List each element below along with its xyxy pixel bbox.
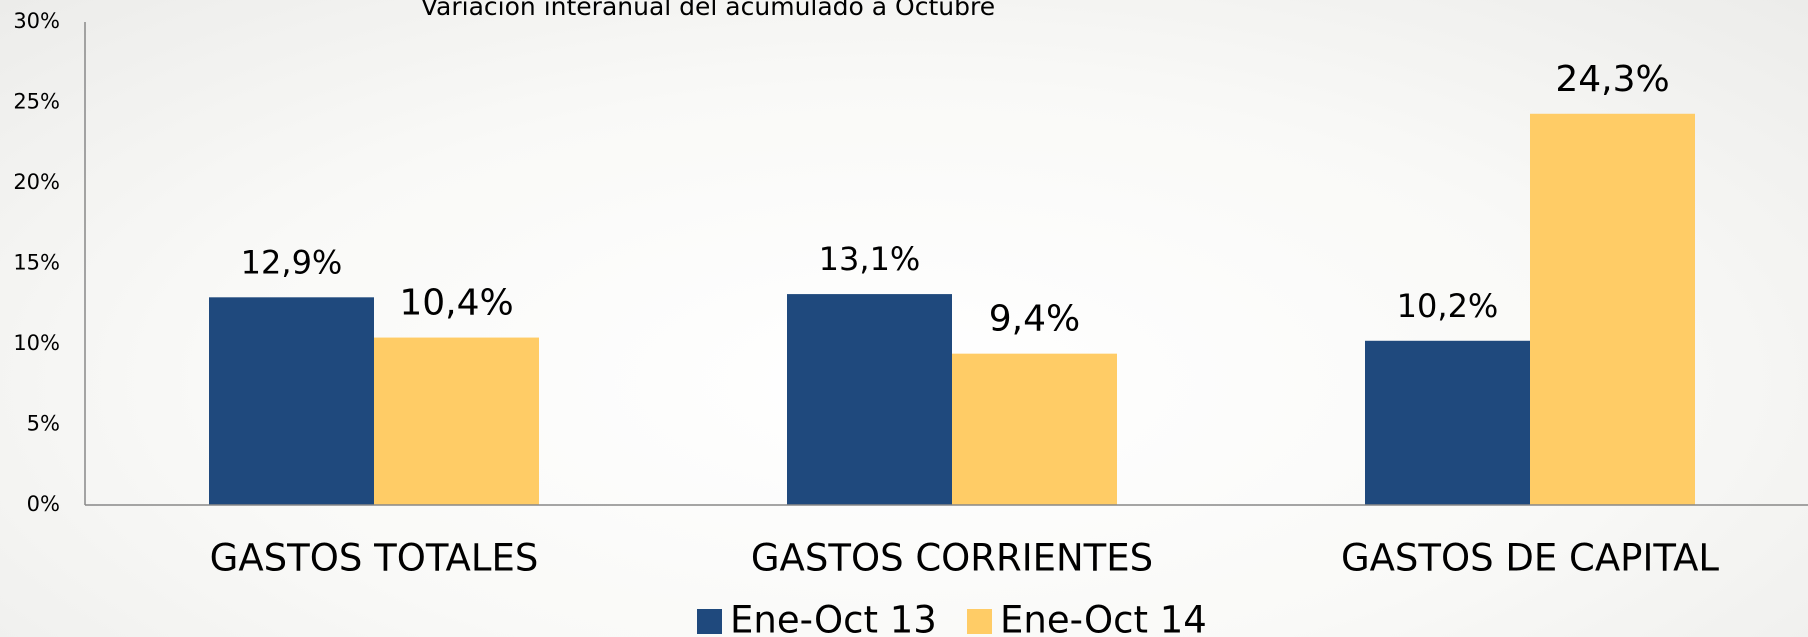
value-label: 10,4% [399, 283, 513, 324]
y-tick-label: 15% [13, 251, 60, 275]
chart-title: Variación interanual del acumulado a Oct… [421, 0, 995, 21]
bar [952, 353, 1117, 505]
bar [1530, 113, 1695, 506]
y-tick-label: 30% [13, 9, 60, 33]
x-tick-label: GASTOS TOTALES [210, 537, 539, 580]
x-tick-label: GASTOS CORRIENTES [751, 537, 1153, 580]
legend-label: Ene-Oct 13 [730, 599, 937, 637]
value-label: 13,1% [819, 240, 921, 278]
bar [374, 337, 539, 505]
y-tick-label: 25% [13, 90, 60, 114]
value-label: 24,3% [1555, 59, 1669, 100]
legend-label: Ene-Oct 14 [1000, 599, 1207, 637]
legend-swatch [697, 609, 722, 634]
y-tick-label: 5% [27, 412, 60, 436]
value-label: 12,9% [241, 243, 343, 281]
y-tick-label: 0% [27, 492, 60, 516]
legend-swatch [967, 609, 992, 634]
bar [787, 294, 952, 505]
y-tick-label: 20% [13, 170, 60, 194]
y-tick-label: 10% [13, 331, 60, 355]
bar [209, 297, 374, 505]
bar [1365, 340, 1530, 505]
x-tick-label: GASTOS DE CAPITAL [1341, 537, 1719, 580]
value-label: 9,4% [989, 299, 1080, 340]
value-label: 10,2% [1397, 287, 1499, 325]
